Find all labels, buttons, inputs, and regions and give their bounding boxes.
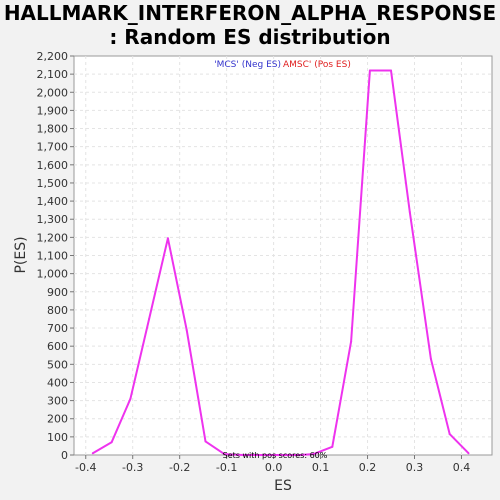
y-tick-label: 800 [47, 304, 68, 317]
y-tick-label: 300 [47, 395, 68, 408]
data-point [223, 453, 226, 456]
data-point [204, 440, 207, 443]
x-axis: -0.4 -0.3 -0.2 -0.1 0.0 0.1 0.2 0.3 0.4 [75, 455, 470, 474]
y-tick-label: 2,200 [37, 50, 69, 63]
y-tick-label: 500 [47, 358, 68, 371]
y-tick-label: 1,300 [37, 213, 69, 226]
x-tick-label: 0.0 [265, 461, 283, 474]
y-tick-label: 200 [47, 413, 68, 426]
data-point [129, 397, 132, 400]
y-tick-label: 2,100 [37, 68, 69, 81]
x-tick-label: -0.2 [169, 461, 190, 474]
y-tick-label: 0 [61, 449, 68, 462]
data-point [279, 454, 282, 456]
y-tick-label: 1,900 [37, 104, 69, 117]
chart-title-line1: HALLMARK_INTERFERON_ALPHA_RESPONSE [4, 1, 496, 25]
y-tick-label: 400 [47, 376, 68, 389]
y-tick-label: 700 [47, 322, 68, 335]
data-point [185, 328, 188, 331]
x-axis-label: ES [274, 478, 292, 494]
y-tick-label: 1,500 [37, 177, 69, 190]
legend-entry-pos: AMSC' (Pos ES) [283, 60, 351, 70]
x-tick-label: -0.1 [216, 461, 237, 474]
x-tick-label: -0.3 [122, 461, 143, 474]
chart-title-line2: : Random ES distribution [109, 25, 390, 49]
y-tick-label: 1,800 [37, 123, 69, 136]
data-point [368, 69, 371, 72]
x-tick-label: -0.4 [75, 461, 96, 474]
data-point [148, 318, 151, 320]
data-point [331, 445, 334, 448]
data-point [350, 340, 353, 343]
y-axis: 0 100 200 300 400 500 600 700 800 900 1,000 1,100 1,… [37, 50, 74, 462]
data-point [408, 211, 411, 213]
y-tick-label: 900 [47, 286, 68, 299]
y-axis-label: P(ES) [13, 236, 29, 273]
y-tick-label: 1,600 [37, 159, 69, 172]
data-point [390, 69, 392, 72]
data-point [110, 441, 113, 444]
series-layer [91, 69, 470, 456]
x-tick-label: 0.3 [406, 461, 424, 474]
y-tick-label: 1,700 [37, 141, 69, 154]
data-point [448, 433, 451, 436]
x-tick-label: 0.4 [453, 461, 471, 474]
y-tick-label: 2,000 [37, 86, 69, 99]
legend-entry-neg: 'MCS' (Neg ES) [214, 60, 281, 70]
grid-layer [74, 56, 492, 455]
pos-scores-annotation: Sets with pos scores: 60% [223, 451, 328, 460]
data-point [260, 454, 263, 456]
data-point [467, 452, 470, 455]
y-tick-label: 100 [47, 431, 68, 444]
y-tick-label: 600 [47, 340, 68, 353]
y-tick-label: 1,000 [37, 268, 69, 281]
y-tick-label: 1,200 [37, 231, 69, 244]
y-tick-label: 1,400 [37, 195, 69, 208]
data-point [166, 237, 169, 240]
data-point [298, 454, 301, 456]
data-point [429, 357, 432, 360]
y-tick-label: 1,100 [37, 250, 69, 263]
x-tick-label: 0.1 [312, 461, 330, 474]
data-point [312, 453, 315, 456]
data-point [91, 452, 94, 455]
x-tick-label: 0.2 [359, 461, 377, 474]
data-point [242, 454, 245, 456]
